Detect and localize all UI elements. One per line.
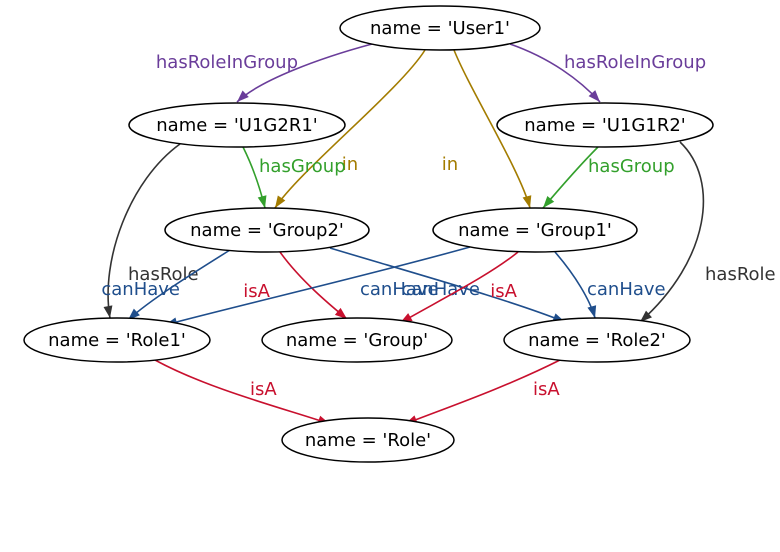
edge-label: hasGroup bbox=[259, 156, 346, 177]
node-role2: name = 'Role2' bbox=[504, 318, 690, 362]
node-label: name = 'User1' bbox=[370, 18, 510, 39]
arrowhead-icon bbox=[258, 195, 267, 208]
node-label: name = 'Role1' bbox=[48, 330, 186, 351]
edge-label: isA bbox=[250, 379, 277, 400]
edge-user1-u1g1r2: hasRoleInGroup bbox=[510, 44, 706, 102]
edge-u1g1r2-group1: hasGroup bbox=[543, 147, 675, 208]
edge-label: hasGroup bbox=[588, 156, 675, 177]
node-label: name = 'Group2' bbox=[190, 220, 344, 241]
node-group: name = 'Group' bbox=[262, 318, 452, 362]
node-group2: name = 'Group2' bbox=[165, 208, 369, 252]
arrowhead-icon bbox=[237, 90, 249, 102]
node-label: name = 'Role' bbox=[305, 430, 431, 451]
node-role: name = 'Role' bbox=[282, 418, 454, 462]
node-u1g1r2: name = 'U1G1R2' bbox=[497, 103, 713, 147]
edge-group1-role2: canHave bbox=[555, 252, 666, 318]
arrowhead-icon bbox=[523, 195, 532, 208]
edge-group2-group: isA bbox=[243, 252, 347, 319]
edge-label: isA bbox=[533, 379, 560, 400]
node-group1: name = 'Group1' bbox=[433, 208, 637, 252]
graph-diagram: hasRoleInGrouphasRoleInGroupininhasGroup… bbox=[0, 0, 780, 552]
edge-label: isA bbox=[490, 281, 517, 302]
edge-label: hasRoleInGroup bbox=[564, 52, 706, 73]
node-role1: name = 'Role1' bbox=[24, 318, 210, 362]
edge-label: hasRoleInGroup bbox=[156, 52, 298, 73]
edge-label: hasRole bbox=[705, 264, 776, 285]
node-label: name = 'Group1' bbox=[458, 220, 612, 241]
edge-role1-role: isA bbox=[155, 360, 330, 424]
edge-label: in bbox=[442, 154, 458, 175]
node-label: name = 'Group' bbox=[286, 330, 428, 351]
edge-label: canHave bbox=[101, 279, 180, 300]
edge-user1-u1g2r1: hasRoleInGroup bbox=[156, 44, 372, 102]
node-user1: name = 'User1' bbox=[340, 6, 540, 50]
node-label: name = 'U1G2R1' bbox=[156, 115, 317, 136]
node-u1g2r1: name = 'U1G2R1' bbox=[129, 103, 345, 147]
edge-group2-role1: canHave bbox=[101, 250, 230, 320]
nodes-layer: name = 'User1' name = 'U1G2R1' name = 'U1G… bbox=[24, 6, 713, 462]
edge-group1-role1: canHave bbox=[165, 247, 480, 326]
edge-u1g2r1-group2: hasGroup bbox=[243, 147, 346, 208]
edge-label: canHave bbox=[587, 279, 666, 300]
arrowhead-icon bbox=[104, 305, 113, 318]
arrowhead-icon bbox=[587, 305, 596, 318]
node-label: name = 'Role2' bbox=[528, 330, 666, 351]
edge-role2-role: isA bbox=[405, 360, 560, 424]
edge-label: canHave bbox=[401, 279, 480, 300]
node-label: name = 'U1G1R2' bbox=[524, 115, 685, 136]
